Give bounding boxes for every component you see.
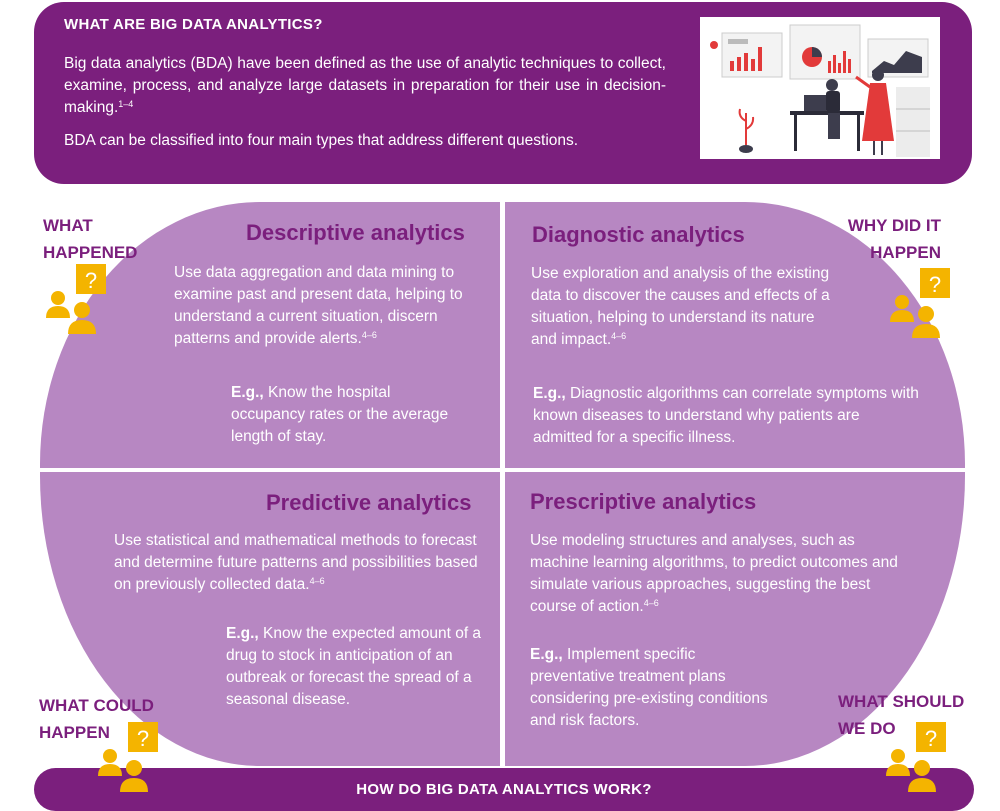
descriptive-title: Descriptive analytics — [246, 220, 465, 245]
question-what-could-happen: WHAT COULD HAPPEN — [39, 696, 154, 742]
predictive-example: E.g., Know the expected amount of a drug… — [226, 625, 482, 708]
illustration-svg — [710, 24, 930, 157]
question-why-did-it-happen: WHY DID IT HAPPEN — [847, 216, 941, 262]
intro-title: WHAT ARE BIG DATA ANALYTICS? — [64, 16, 323, 33]
prescriptive-title: Prescriptive analytics — [530, 489, 757, 514]
footer-banner: HOW DO BIG DATA ANALYTICS WORK? — [34, 768, 974, 811]
intro-ref: 1–4 — [118, 99, 134, 109]
question-mark-glyph: ? — [925, 726, 937, 751]
question-what-happened: WHAT HAPPENED — [43, 216, 138, 262]
data-analytics-illustration — [700, 17, 940, 159]
prescriptive-description: Use modeling structures and analyses, su… — [530, 532, 898, 615]
intro-definition: Big data analytics (BDA) have been defin… — [64, 55, 666, 116]
question-what-should-we-do: WHAT SHOULD WE DO — [838, 692, 965, 738]
diagnostic-example: E.g., Diagnostic algorithms can correlat… — [533, 385, 919, 446]
predictive-description: Use statistical and mathematical methods… — [114, 532, 478, 593]
diagnostic-title: Diagnostic analytics — [532, 222, 745, 247]
descriptive-example: E.g., Know the hospital occupancy rates … — [231, 384, 449, 445]
people-question-icon: ? — [890, 268, 950, 338]
predictive-title: Predictive analytics — [266, 490, 472, 515]
people-question-icon: ? — [46, 264, 106, 334]
people-question-icon: ? — [886, 722, 946, 792]
diagnostic-description: Use exploration and analysis of the exis… — [531, 265, 830, 348]
prescriptive-example: E.g., Implement specific preventative tr… — [530, 646, 768, 729]
descriptive-description: Use data aggregation and data mining to … — [174, 264, 463, 347]
question-mark-glyph: ? — [929, 272, 941, 297]
people-question-icon: ? — [98, 722, 158, 792]
question-mark-glyph: ? — [137, 726, 149, 751]
question-mark-glyph: ? — [85, 268, 97, 293]
footer-title: HOW DO BIG DATA ANALYTICS WORK? — [356, 781, 652, 798]
intro-classification: BDA can be classified into four main typ… — [64, 132, 579, 149]
intro-panel: WHAT ARE BIG DATA ANALYTICS? Big data an… — [34, 2, 972, 184]
